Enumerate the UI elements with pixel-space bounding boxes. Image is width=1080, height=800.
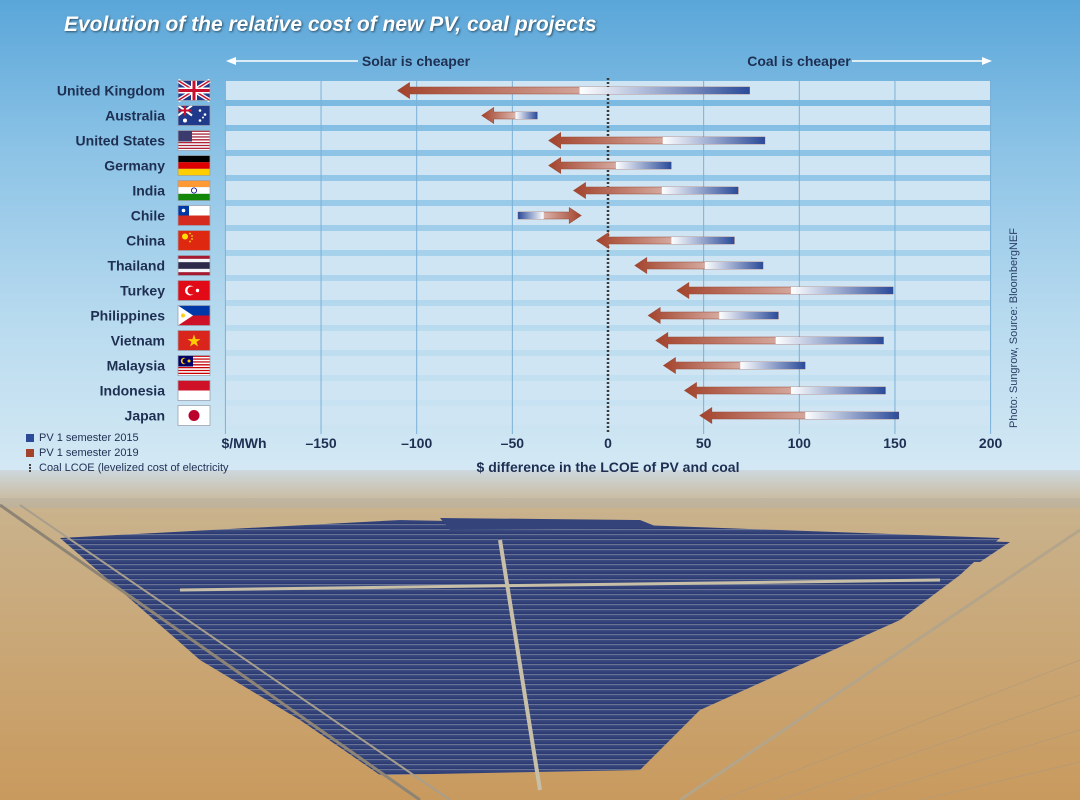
legend-item-pv2019: PV 1 semester 2019 — [26, 447, 139, 459]
legend-label-pv2015: PV 1 semester 2015 — [39, 432, 139, 444]
gridlines — [224, 78, 992, 434]
x-axis-ticks: –150 –100 –50 0 50 100 150 200 — [305, 435, 1002, 451]
country-labels: United Kingdom Australia United States Germ… — [57, 83, 165, 424]
pv2015-segment — [671, 237, 735, 244]
country-label: Chile — [131, 208, 165, 224]
country-label: Indonesia — [100, 383, 166, 399]
germany-flag — [177, 155, 211, 176]
coal-cheaper-label: Coal is cheaper — [747, 53, 851, 69]
india-flag — [177, 180, 211, 201]
thailand-flag — [177, 255, 211, 276]
solar-farm-photo — [0, 470, 1080, 800]
country-label: India — [132, 183, 165, 199]
country-label: Malaysia — [107, 358, 166, 374]
x-tick-label: 150 — [883, 435, 907, 451]
country-label: Turkey — [120, 283, 165, 299]
country-label: Vietnam — [111, 333, 165, 349]
pv2015-segment — [719, 312, 779, 319]
x-tick-label: 200 — [979, 435, 1003, 451]
photo-source-credit: Photo: Sungrow, Source: BloombergNEF — [1008, 228, 1020, 428]
legend-swatch-blue — [26, 434, 34, 443]
vietnam-flag — [177, 330, 211, 351]
legend-dotted-line-icon — [29, 463, 31, 473]
x-axis-label: $ difference in the LCOE of PV and coal — [477, 459, 740, 475]
pv2015-segment — [661, 187, 739, 194]
pv2015-segment — [704, 262, 763, 269]
x-tick-label: –150 — [305, 435, 336, 451]
x-tick-label: 50 — [696, 435, 712, 451]
pv2015-segment — [805, 412, 899, 419]
australia-flag — [177, 104, 211, 126]
x-tick-label: –100 — [401, 435, 432, 451]
china-flag — [177, 230, 211, 251]
country-label: United Kingdom — [57, 83, 165, 99]
japan-flag — [177, 405, 211, 426]
solar-cheaper-arrowhead — [226, 57, 236, 65]
x-tick-label: 0 — [604, 435, 612, 451]
x-tick-label: –50 — [501, 435, 525, 451]
pv2015-segment — [579, 87, 750, 94]
country-label: Japan — [125, 408, 165, 424]
arrow-series — [397, 81, 900, 425]
philippines-flag — [177, 305, 211, 326]
unit-label: $/MWh — [221, 435, 266, 451]
coal-cheaper-arrowhead — [982, 57, 992, 65]
legend-label-pv2019: PV 1 semester 2019 — [39, 447, 139, 459]
pv2015-segment — [615, 162, 672, 169]
row-bands — [225, 81, 990, 425]
turkey-flag — [177, 280, 211, 301]
solar-cheaper-label: Solar is cheaper — [362, 53, 471, 69]
country-label: China — [126, 233, 165, 249]
legend-label-coal: Coal LCOE (levelized cost of electricity — [39, 462, 229, 474]
country-label: Australia — [105, 108, 165, 124]
lcoe-arrow-chart: Solar is cheaper Coal is cheaper United … — [57, 53, 1003, 475]
legend-item-pv2015: PV 1 semester 2015 — [26, 432, 139, 444]
country-label: Thailand — [107, 258, 165, 274]
pv2015-segment — [740, 362, 806, 369]
x-tick-label: 100 — [788, 435, 812, 451]
uk-flag — [176, 78, 212, 103]
usa-flag — [177, 130, 211, 151]
country-label: Germany — [104, 158, 165, 174]
country-flags — [176, 78, 212, 426]
header-arrows: Solar is cheaper Coal is cheaper — [226, 53, 992, 69]
indonesia-flag — [177, 380, 211, 401]
legend-swatch-red — [26, 449, 34, 458]
pv2015-segment — [515, 112, 538, 119]
country-label: Philippines — [90, 308, 165, 324]
chile-flag — [177, 205, 211, 226]
pv2015-segment — [775, 337, 884, 344]
pv2015-segment — [790, 287, 894, 294]
malaysia-flag — [177, 355, 211, 376]
country-label: United States — [76, 133, 166, 149]
legend-item-coal: Coal LCOE (levelized cost of electricity — [26, 462, 229, 474]
chart-title: Evolution of the relative cost of new PV… — [64, 13, 597, 36]
pv2015-segment — [790, 387, 886, 394]
pv2015-segment — [662, 137, 765, 144]
pv2015-segment — [518, 212, 544, 219]
